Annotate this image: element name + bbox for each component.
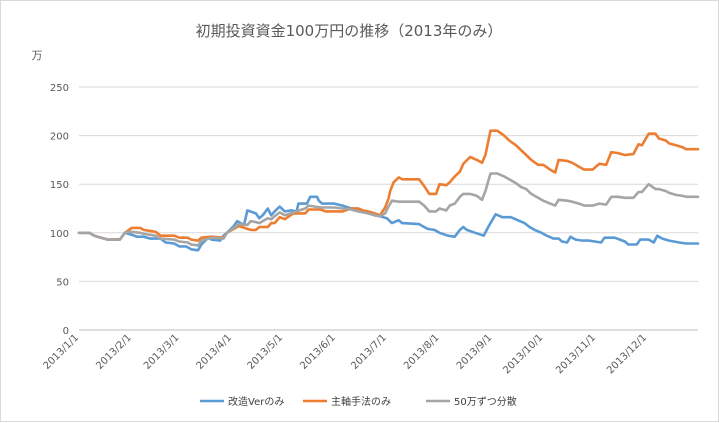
y-tick-label: 100	[50, 229, 69, 240]
x-tick-label: 2013/1/1	[42, 332, 82, 372]
legend-label: 50万ずつ分散	[454, 395, 517, 408]
x-tick-label: 2013/5/1	[246, 332, 286, 372]
legend-label: 主軸手法のみ	[331, 395, 391, 408]
series-line-3	[77, 172, 700, 247]
x-tick-label: 2013/9/1	[455, 332, 495, 372]
y-tick-label: 0	[63, 326, 69, 337]
x-tick-label: 2013/2/1	[94, 332, 134, 372]
legend: 改造Verのみ 主軸手法のみ 50万ずつ分散	[200, 395, 517, 408]
y-axis-ticks: 0 50 100 150 200 250	[50, 83, 69, 337]
x-tick-label: 2013/3/1	[142, 332, 182, 372]
legend-label: 改造Verのみ	[228, 395, 284, 408]
y-axis-unit-label: 万	[32, 49, 43, 62]
x-tick-label: 2013/11/1	[554, 332, 598, 376]
x-tick-label: 2013/7/1	[349, 332, 389, 372]
y-tick-label: 200	[50, 132, 69, 143]
x-tick-label: 2013/6/1	[298, 332, 338, 372]
series-lines	[77, 129, 700, 252]
chart-title: 初期投資資金100万円の推移（2013年のみ）	[196, 22, 503, 40]
x-axis-ticks: 2013/1/1 2013/2/1 2013/3/1 2013/4/1 2013/5/1…	[42, 332, 650, 376]
x-tick-label: 2013/4/1	[195, 332, 235, 372]
gridlines	[79, 86, 698, 331]
y-tick-label: 150	[50, 180, 69, 191]
series-line-2	[77, 129, 700, 242]
x-tick-label: 2013/12/1	[605, 332, 649, 376]
x-tick-label: 2013/10/1	[501, 332, 545, 376]
y-tick-label: 50	[56, 277, 69, 288]
x-tick-label: 2013/8/1	[402, 332, 442, 372]
y-tick-label: 250	[50, 83, 69, 94]
